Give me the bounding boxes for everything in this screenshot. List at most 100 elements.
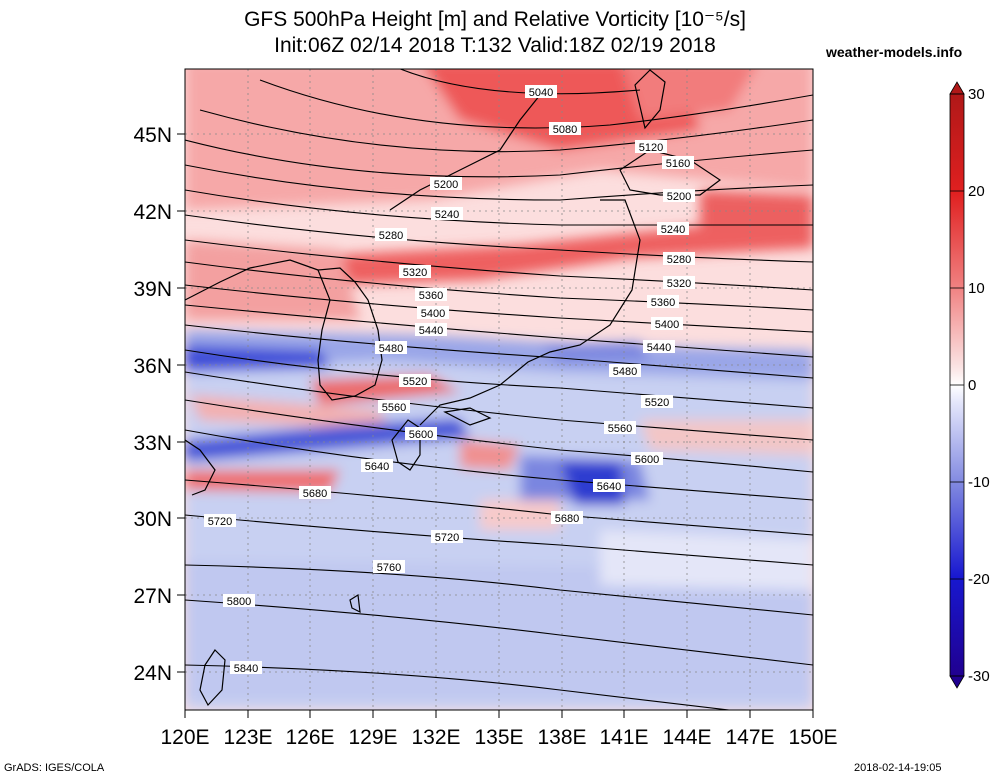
colorbar-tick-label: -30: [968, 668, 990, 685]
contour-label-bg: [378, 400, 410, 413]
contour-label-bg: [525, 85, 557, 98]
contour-5800: [185, 599, 813, 666]
contour-label: 5760: [377, 562, 401, 574]
contour-5320: [185, 239, 813, 291]
contour-label-bg: [431, 530, 463, 543]
map-subtitle: Init:06Z 02/14 2018 T:132 Valid:18Z 02/1…: [274, 34, 716, 57]
korea-coastline: [317, 267, 383, 401]
footer-software: GrADS: IGES/COLA: [4, 762, 105, 774]
contour-label-bg: [635, 140, 667, 153]
contour-label: 5640: [365, 461, 389, 473]
lat-label: 33N: [133, 432, 172, 455]
contour-label: 5120: [639, 142, 663, 154]
contour-label: 5560: [608, 423, 632, 435]
contour-label-bg: [593, 479, 625, 492]
contour-label: 5520: [403, 376, 427, 388]
contour-label-bg: [662, 156, 694, 169]
contour-label-bg: [549, 122, 581, 135]
contour-label: 5600: [409, 429, 433, 441]
contour-5520: [185, 349, 813, 409]
contour-5400: [185, 284, 813, 333]
lat-lon-grid: [185, 69, 813, 710]
contour-5360: [185, 261, 813, 311]
contour-label: 5240: [435, 209, 459, 221]
contour-5160: [185, 139, 813, 178]
contour-5040: [398, 69, 641, 95]
contour-5640: [185, 429, 813, 501]
contour-label-bg: [609, 364, 641, 377]
lon-label: 135E: [474, 726, 523, 749]
contour-label: 5160: [666, 158, 690, 170]
contour-label-bg: [604, 421, 636, 434]
contour-label: 5720: [435, 532, 459, 544]
contour-label: 5800: [227, 596, 251, 608]
colorbar-tick-label: 0: [968, 377, 976, 394]
contour-5600: [185, 399, 813, 473]
contour-label: 5200: [434, 179, 458, 191]
contour-label-bg: [373, 560, 405, 573]
colorbar-tick-label: 30: [968, 86, 985, 103]
lat-label: 42N: [133, 201, 172, 224]
colorbar: 30 20 10 0 -10 -20 -30: [949, 81, 990, 689]
contour-label-bg: [641, 395, 673, 408]
contour-label: 5040: [529, 87, 553, 99]
lon-label: 123E: [223, 726, 272, 749]
footer-timestamp: 2018-02-14-19:05: [854, 762, 942, 774]
contour-label-bg: [651, 317, 683, 330]
contour-5480: [185, 324, 813, 379]
contour-label: 5720: [208, 516, 232, 528]
lon-label: 120E: [160, 726, 209, 749]
contour-label-bg: [375, 228, 407, 241]
colorbar-bottom-arrow: [949, 675, 965, 689]
contour-label: 5400: [421, 308, 445, 320]
contour-label-bg: [415, 323, 447, 336]
contour-5720: [185, 514, 813, 566]
contour-label: 5440: [419, 325, 443, 337]
contour-5120: [199, 109, 813, 153]
contour-label: 5320: [667, 278, 691, 290]
contour-label-bg: [405, 427, 437, 440]
contour-5680: [185, 479, 813, 536]
contour-5080: [259, 79, 813, 129]
contour-label-bg: [204, 514, 236, 527]
contour-label-bg: [230, 661, 262, 674]
lon-label: 129E: [348, 726, 397, 749]
contour-label: 5280: [379, 230, 403, 242]
contour-label: 5680: [303, 488, 327, 500]
contour-label: 5360: [419, 290, 443, 302]
contour-label: 5840: [234, 663, 258, 675]
contour-label-bg: [375, 341, 407, 354]
lon-label: 126E: [285, 726, 334, 749]
lat-label: 39N: [133, 278, 172, 301]
latitude-labels: 45N 42N 39N 36N 33N 30N 27N 24N: [133, 124, 185, 685]
map-title: GFS 500hPa Height [m] and Relative Vorti…: [244, 8, 746, 31]
colorbar-top-arrow: [949, 81, 965, 95]
east-china-coastline: [185, 439, 216, 496]
contour-label-bg: [551, 511, 583, 524]
lat-label: 30N: [133, 508, 172, 531]
contour-label-bg: [415, 288, 447, 301]
height-contours: [185, 69, 813, 710]
lon-label: 144E: [662, 726, 711, 749]
contour-label: 5200: [667, 191, 691, 203]
lat-label: 45N: [133, 124, 172, 147]
contour-label-bg: [299, 486, 331, 499]
site-credit: weather-models.info: [826, 44, 963, 60]
contour-5760: [185, 564, 813, 616]
contour-label-bg: [663, 276, 695, 289]
lon-label: 138E: [537, 726, 586, 749]
contour-label: 5240: [661, 224, 685, 236]
okinawa-coastline: [349, 593, 361, 614]
contour-5240: [185, 189, 813, 226]
contour-label-bg: [399, 265, 431, 278]
contour-label-bg: [657, 222, 689, 235]
contour-label: 5600: [635, 454, 659, 466]
contour-label: 5320: [403, 267, 427, 279]
contour-label-bg: [430, 177, 462, 190]
contour-5280: [185, 214, 813, 263]
contour-label: 5560: [382, 402, 406, 414]
lon-label: 132E: [411, 726, 460, 749]
